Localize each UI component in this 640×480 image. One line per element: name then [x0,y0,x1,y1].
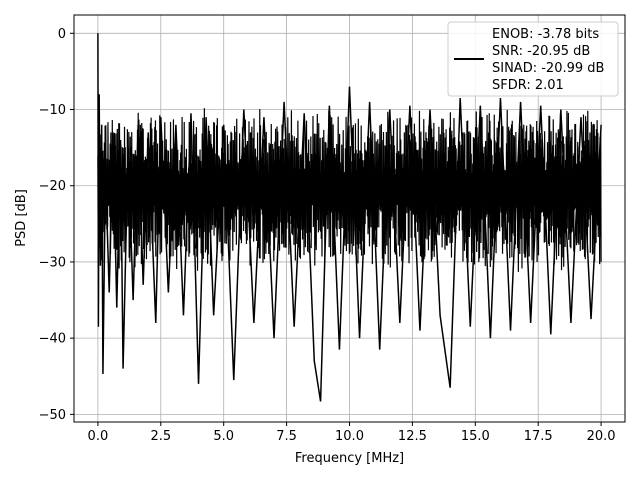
x-tick-label: 2.5 [150,429,171,444]
x-tick-label: 7.5 [276,429,297,444]
x-tick-label: 0.0 [88,429,109,444]
y-axis-label: PSD [dB] [14,189,29,247]
y-tick-label: −50 [39,408,66,423]
x-tick-label: 20.0 [587,429,616,444]
y-tick-label: 0 [58,27,66,42]
y-tick-label: −10 [39,103,66,118]
y-axis-ticks: 0 −10 −20 −30 −40 −50 [39,27,74,423]
legend-box [447,21,619,97]
y-tick-label: −40 [39,332,66,347]
psd-series-line [97,33,602,402]
x-axis-ticks: 0.0 2.5 5.0 7.5 10.0 12.5 15.0 17.5 20.0 [88,422,616,444]
y-tick-label: −30 [39,255,66,270]
x-axis-label: Frequency [MHz] [295,451,404,466]
x-tick-label: 10.0 [335,429,364,444]
x-tick-label: 15.0 [461,429,490,444]
x-tick-label: 17.5 [524,429,553,444]
x-tick-label: 12.5 [398,429,427,444]
legend-sinad: SINAD: -20.99 dB [492,61,604,76]
legend-enob: ENOB: -3.78 bits [492,27,599,42]
x-tick-label: 5.0 [213,429,234,444]
y-tick-label: −20 [39,179,66,194]
legend-sfdr: SFDR: 2.01 [492,78,564,93]
legend-snr: SNR: -20.95 dB [492,44,590,59]
legend: ENOB: -3.78 bits SNR: -20.95 dB SINAD: -… [447,21,619,97]
